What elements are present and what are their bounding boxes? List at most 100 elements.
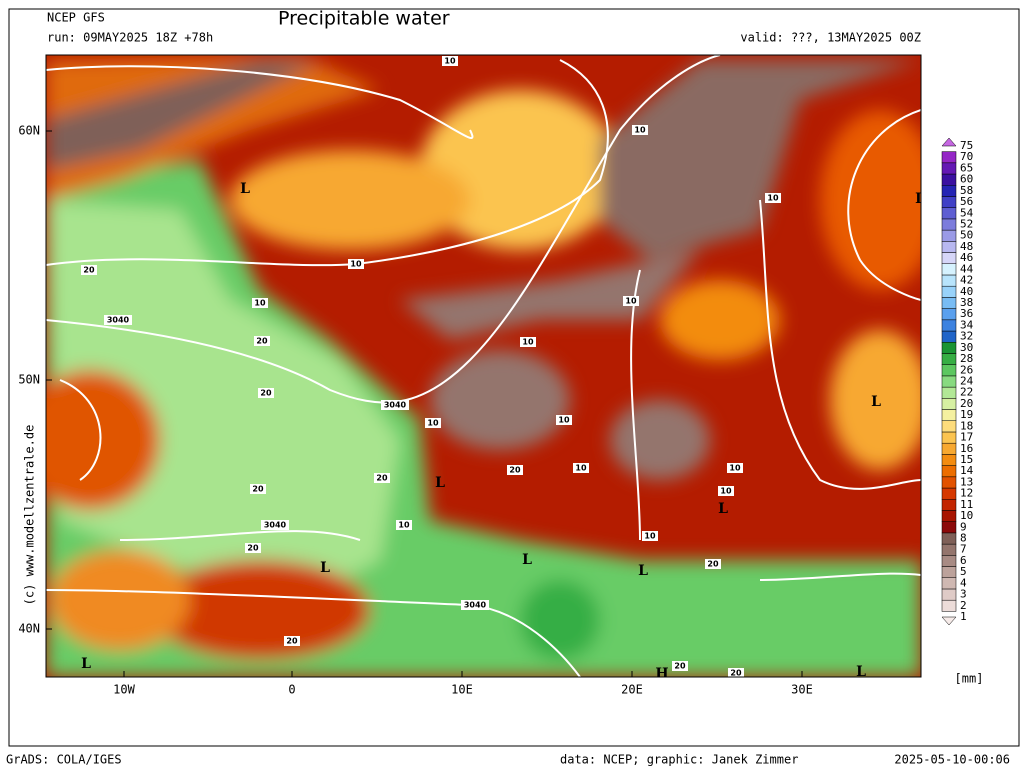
run: run: 09MAY2025 18Z +78h — [47, 31, 213, 45]
contour-label: 10 — [644, 532, 656, 541]
colorbar-swatch — [941, 588, 957, 601]
colorbar-swatch — [941, 241, 957, 253]
colorbar-label: 13 — [960, 475, 973, 488]
colorbar-swatch — [941, 510, 957, 522]
colorbar-swatch — [941, 218, 957, 231]
colorbar-swatch — [941, 185, 957, 197]
pressure-center: L — [718, 501, 728, 517]
label-box — [81, 265, 97, 275]
contour-label: 10 — [634, 126, 646, 135]
colorbar-label: 6 — [960, 554, 967, 567]
colorbar-label: 20 — [960, 397, 973, 410]
lon-label: 20E — [621, 683, 643, 697]
colorbar-swatch — [941, 375, 957, 388]
contour-label: 20 — [260, 389, 272, 398]
colorbar-swatch — [941, 285, 957, 298]
pressure-center: L — [81, 656, 91, 672]
colorbar-swatch — [941, 476, 957, 489]
lat-label: 40N — [18, 622, 40, 636]
colorbar-label: 34 — [960, 318, 974, 331]
contour-label: 10 — [444, 57, 456, 66]
contour-label: 20 — [286, 637, 298, 646]
colorbar-swatch — [941, 599, 957, 612]
label-box — [520, 337, 536, 347]
lat-label: 50N — [18, 373, 40, 387]
colorbar-label: 19 — [960, 408, 973, 421]
colorbar-swatch — [941, 555, 957, 567]
pressure-center: L — [856, 664, 866, 680]
contour-label: 3040 — [264, 521, 287, 530]
colorbar-swatch — [941, 454, 957, 466]
contour-label: 10 — [254, 299, 266, 308]
colorbar-unit: [mm] — [955, 672, 984, 686]
map: 10 10 10 10 10 10 10 10 10 10 10 10 10 10 20 20 20 20 20 20… — [46, 55, 921, 680]
contour-label: 20 — [252, 485, 264, 494]
label-box — [284, 636, 300, 646]
footer-credit: data: NCEP; graphic: Janek Zimmer — [560, 753, 798, 767]
lon-label: 0 — [288, 683, 295, 697]
lon-label: 30E — [791, 683, 813, 697]
pressure-center: L — [871, 394, 881, 410]
lat-label: 60N — [18, 124, 40, 138]
colorbar-label: 10 — [960, 509, 973, 522]
label-box — [765, 193, 781, 203]
colorbar-label: 16 — [960, 442, 973, 455]
label-box — [507, 465, 523, 475]
colorbar-label: 1 — [960, 610, 967, 623]
colorbar-swatch — [941, 207, 957, 220]
colorbar-swatch — [941, 577, 957, 590]
map-border — [45, 54, 922, 678]
label-box — [718, 486, 734, 496]
colorbar-swatch — [941, 342, 957, 354]
colorbar-swatch — [941, 386, 957, 399]
colorbar-swatch — [941, 196, 957, 208]
colorbar-label: 50 — [960, 229, 973, 242]
colorbar-label: 3 — [960, 588, 967, 601]
colorbar-swatch — [941, 543, 957, 556]
pressure-center: L — [320, 560, 330, 576]
pressure-center: L — [638, 563, 648, 579]
colorbar-swatch — [941, 431, 957, 444]
colorbar-label: 42 — [960, 274, 973, 287]
colorbar-label: 9 — [960, 520, 967, 533]
contour-label: 10 — [767, 194, 779, 203]
label-box — [642, 531, 658, 541]
colorbar-swatch — [941, 420, 957, 433]
colorbar-swatch — [941, 566, 957, 578]
footer-timestamp: 2025-05-10-00:06 — [894, 753, 1010, 767]
lon-label: 10W — [113, 683, 135, 697]
colorbar-swatch — [941, 521, 957, 534]
colorbar-label: 4 — [960, 576, 967, 589]
colorbar-label: 12 — [960, 487, 973, 500]
contour-label: 3040 — [464, 601, 487, 610]
colorbar-label: 58 — [960, 184, 973, 197]
contour-label: 20 — [707, 560, 719, 569]
colorbar-label: 75 — [960, 139, 973, 152]
colorbar-swatch — [941, 229, 957, 242]
label-box — [425, 418, 441, 428]
colorbar-swatch — [941, 465, 957, 478]
label-box — [556, 415, 572, 425]
colorbar-label: 5 — [960, 565, 967, 578]
label-box — [632, 125, 648, 135]
colorbar-swatch — [941, 499, 957, 511]
label-box — [258, 388, 274, 398]
label-box — [374, 473, 390, 483]
title: Precipitable water — [278, 8, 450, 30]
valid: valid: ???, 13MAY2025 00Z — [740, 31, 921, 45]
label-box — [727, 463, 743, 473]
colorbar-swatch — [941, 297, 957, 309]
contour-label: 20 — [247, 544, 259, 553]
contour-label: 3040 — [384, 401, 407, 410]
lon-label: 10E — [451, 683, 473, 697]
label-box — [728, 668, 744, 677]
colorbar-swatch — [941, 319, 957, 332]
colorbar-swatch — [941, 263, 957, 276]
label-box — [623, 296, 639, 306]
contour-label: 20 — [256, 337, 268, 346]
contour-label: 10 — [522, 338, 534, 347]
contour-label: 20 — [509, 466, 521, 475]
colorbar-swatch — [941, 151, 957, 164]
colorbar-swatch — [941, 409, 957, 421]
